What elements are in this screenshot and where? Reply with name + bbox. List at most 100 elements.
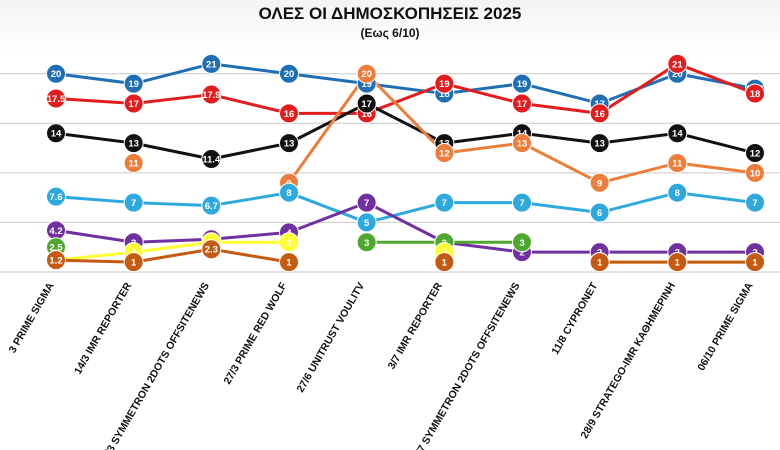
data-label: 11 <box>129 158 140 169</box>
data-point-marker <box>512 93 532 114</box>
data-point-marker <box>279 103 299 124</box>
data-point-marker <box>745 252 765 273</box>
data-point-marker <box>356 192 377 213</box>
data-label: 2 <box>519 248 524 259</box>
series-4-segment <box>675 191 757 205</box>
data-label: 20 <box>51 69 62 80</box>
data-point: 11 <box>123 152 144 173</box>
data-point: 9 <box>589 172 610 193</box>
data-point: 13 <box>123 133 144 154</box>
x-tick-label: 27/6 UNITRUST VOULITV <box>294 281 367 395</box>
data-point-marker <box>667 53 688 74</box>
data-point: 1 <box>279 252 299 273</box>
data-label: 16 <box>594 109 605 120</box>
data-point-marker <box>201 84 222 105</box>
series-1-segment <box>675 62 757 96</box>
series-3-segment <box>598 161 679 185</box>
series-lines <box>54 62 757 264</box>
data-label: 13 <box>128 139 139 150</box>
data-point-marker <box>279 133 299 154</box>
series-0-segment <box>287 72 369 86</box>
data-point-marker <box>356 63 377 84</box>
data-label: 7.6 <box>49 192 62 203</box>
data-label: 13 <box>594 139 605 150</box>
x-tick-label: 06/10 PRIME SIGMA <box>695 280 755 373</box>
data-point: 7 <box>512 192 532 213</box>
data-point: 7 <box>434 192 455 213</box>
data-point-marker <box>123 252 144 273</box>
data-point-marker <box>201 148 222 169</box>
data-point-marker <box>745 83 765 104</box>
data-point-marker <box>589 202 610 223</box>
data-label: 19 <box>128 79 139 90</box>
series-3-segment <box>365 72 446 155</box>
data-label: 1 <box>286 258 292 269</box>
data-point-marker <box>434 143 455 164</box>
data-point: 8 <box>667 182 688 203</box>
data-point: 17.9 <box>201 84 222 105</box>
series-4-segment <box>132 201 213 208</box>
data-label: 9 <box>597 178 602 189</box>
data-label: 13 <box>284 139 295 150</box>
data-point-marker <box>745 192 765 213</box>
data-label: 6.7 <box>205 201 218 212</box>
data-label: 21 <box>672 59 683 70</box>
data-point: 10 <box>745 162 765 183</box>
series-4-segment <box>365 201 446 224</box>
data-label: 7 <box>442 198 447 209</box>
data-point: 3 <box>279 232 299 253</box>
chart-title: ΟΛΕΣ ΟΙ ΔΗΜΟΣΚΟΠΗΣΕΙΣ 2025 <box>258 4 522 23</box>
data-point-marker <box>123 73 144 94</box>
data-point: 19 <box>123 73 144 94</box>
data-point-marker <box>123 133 144 154</box>
series-0-segment <box>132 62 213 86</box>
data-point-marker <box>589 103 610 124</box>
data-point: 20 <box>46 63 66 84</box>
data-point: 12 <box>745 143 765 164</box>
data-point: 11.4 <box>201 148 222 169</box>
data-point-marker <box>512 73 532 94</box>
series-5-segment <box>209 230 291 241</box>
data-label: 1.2 <box>49 256 62 267</box>
series-1-segment <box>520 101 602 115</box>
data-point: 3 <box>512 232 532 253</box>
data-point-marker <box>279 252 299 273</box>
series-2-segment <box>132 141 213 161</box>
data-label: 3 <box>286 238 291 249</box>
data-point-marker <box>512 232 532 253</box>
series-2-segment <box>209 141 291 161</box>
series-5-segment <box>54 228 136 244</box>
x-tick-label: 3/7 IMR REPORTER <box>386 280 446 371</box>
data-point-marker <box>356 212 377 233</box>
series-8-segment <box>209 247 291 264</box>
data-label: 1 <box>752 258 758 269</box>
data-point-marker <box>512 133 532 154</box>
data-point: 6.7 <box>201 195 222 216</box>
data-label: 10 <box>750 168 761 179</box>
data-point-marker <box>201 53 222 74</box>
data-point: 17 <box>356 93 377 114</box>
data-point-marker <box>667 252 688 273</box>
data-label: 1 <box>675 258 681 269</box>
data-label: 14 <box>672 129 683 140</box>
data-point-marker <box>279 63 299 84</box>
data-point: 19 <box>434 73 455 94</box>
data-label: 19 <box>361 79 372 90</box>
data-point: 1 <box>745 252 765 273</box>
series-0-segment <box>520 82 602 105</box>
series-points: 20192120191819172018.517.51717.916161917… <box>46 53 765 273</box>
series-2-segment <box>365 101 446 145</box>
data-point: 11 <box>667 152 688 173</box>
x-tick-label: 28/9 STRATEGO-IMR ΚΑΘΗΜΕΡΙΝΗ <box>579 281 678 441</box>
data-label: 21 <box>206 59 217 70</box>
data-label: 2.3 <box>205 245 218 256</box>
series-5-segment <box>442 240 524 254</box>
data-point-marker <box>279 232 299 253</box>
series-5-segment <box>365 201 446 244</box>
data-label: 1 <box>442 258 448 269</box>
data-label: 11.4 <box>202 154 221 165</box>
data-point-marker <box>46 250 66 271</box>
series-3-segment <box>442 141 524 155</box>
data-point-marker <box>46 186 66 207</box>
